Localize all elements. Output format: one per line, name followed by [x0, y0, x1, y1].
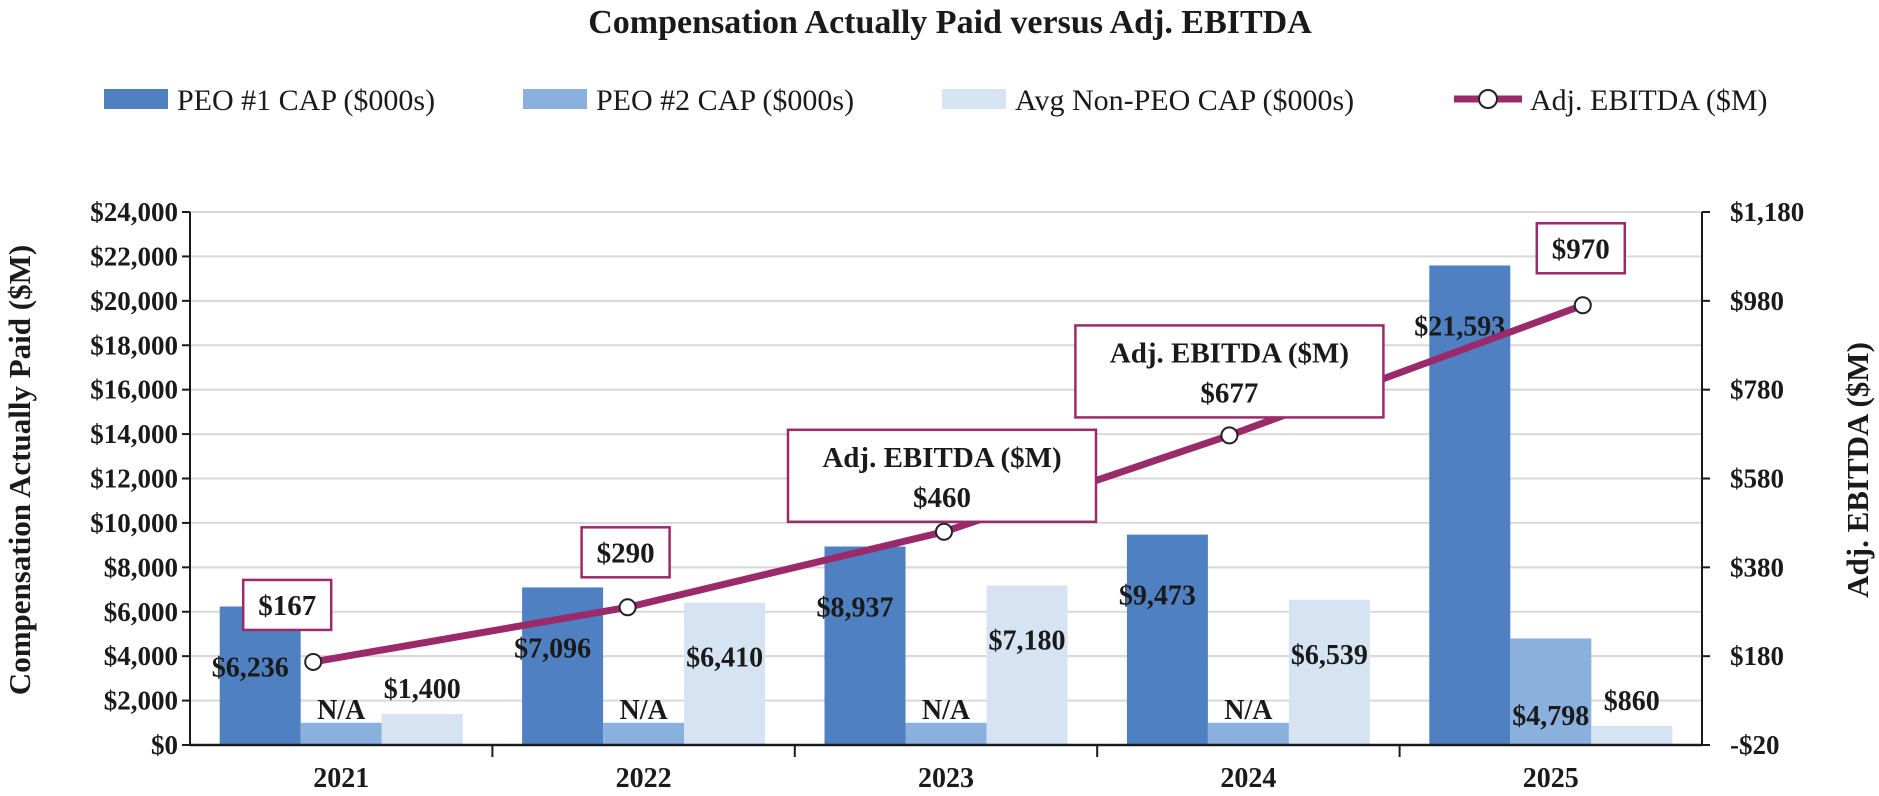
left-tick-label-0: $0 [151, 730, 178, 760]
bar-peo2-2025 [1510, 638, 1592, 745]
ebitda-callout-value-2023: $460 [913, 482, 971, 514]
ebitda-callout-box-2025 [1535, 222, 1627, 275]
bar-non-peo-2021 [381, 713, 463, 745]
ebitda-callout-value-2025: $970 [1552, 233, 1610, 265]
bar-label-peo2-2023: N/A [922, 695, 971, 726]
left-tick-label-2: $4,000 [104, 641, 178, 671]
legend: PEO #1 CAP ($000s) PEO #2 CAP ($000s) Av… [104, 84, 1767, 117]
left-tick-label-4: $8,000 [104, 552, 178, 582]
legend-label-ebitda: Adj. EBITDA ($M) [1530, 84, 1767, 117]
right-tick-label-0: -$20 [1730, 730, 1780, 760]
right-tick-label-6: $1,180 [1730, 197, 1804, 227]
ebitda-marker-2021 [304, 652, 323, 671]
bar-label-peo2-2022: N/A [619, 695, 668, 726]
ebitda-marker-2024 [1220, 426, 1239, 445]
bar-label-peo2-2025: $4,798 [1512, 701, 1589, 732]
right-tick-label-4: $780 [1730, 375, 1784, 405]
bar-label-peo1-2023: $8,937 [817, 593, 894, 624]
category-labels: 2021 2022 2023 2024 2025 [313, 745, 1579, 794]
ebitda-callout-2024: Adj. EBITDA ($M) $677 [1074, 324, 1385, 419]
ebitda-marker-2025 [1573, 296, 1592, 315]
bar-label-non-peo-2021: $1,400 [384, 674, 461, 705]
left-tick-label-11: $22,000 [90, 241, 178, 271]
ebitda-callout-box-2023 [786, 428, 1098, 524]
legend-item-ebitda: Adj. EBITDA ($M) [1454, 84, 1767, 117]
left-tick-label-5: $10,000 [90, 508, 178, 538]
legend-item-non-peo: Avg Non-PEO CAP ($000s) [942, 84, 1354, 117]
ebitda-callout-title-2023: Adj. EBITDA ($M) [822, 442, 1061, 474]
category-label-2022: 2022 [616, 763, 672, 794]
bar-label-peo2-2021: N/A [317, 695, 366, 726]
bar-label-peo1-2024: $9,473 [1119, 581, 1196, 612]
legend-swatch-ebitda-marker [1478, 89, 1498, 109]
legend-item-peo1: PEO #1 CAP ($000s) [104, 84, 435, 117]
legend-item-peo2: PEO #2 CAP ($000s) [523, 84, 854, 117]
legend-label-non-peo: Avg Non-PEO CAP ($000s) [1015, 84, 1354, 117]
right-axis-ticks: -$20 $180 $380 $580 $780 $980 $1,180 [1702, 197, 1804, 760]
left-axis-ticks: $0 $2,000 $4,000 $6,000 $8,000 $10,000 $12,000… [90, 197, 190, 760]
ebitda-callout-value-2022: $290 [597, 537, 655, 569]
category-label-2025: 2025 [1523, 763, 1579, 794]
bar-label-non-peo-2025: $860 [1604, 686, 1660, 717]
bar-non-peo-2024 [1288, 599, 1370, 745]
legend-swatch-peo2 [523, 89, 587, 109]
category-label-2024: 2024 [1220, 763, 1276, 794]
right-tick-label-3: $580 [1730, 464, 1784, 494]
right-axis-title: Adj. EBITDA ($M) [1840, 342, 1875, 598]
ebitda-callout-2023: Adj. EBITDA ($M) $460 [786, 428, 1098, 524]
legend-label-peo1: PEO #1 CAP ($000s) [177, 84, 435, 117]
ebitda-callout-2022: $290 [580, 526, 671, 579]
right-tick-label-5: $980 [1730, 286, 1784, 316]
bar-non-peo-2023 [986, 585, 1068, 745]
ebitda-callout-box-2021 [241, 578, 333, 632]
legend-swatch-non-peo [942, 89, 1006, 109]
ebitda-marker-2022 [618, 598, 637, 617]
right-tick-label-2: $380 [1730, 552, 1784, 582]
axes [189, 212, 1703, 747]
bar-peo2-2021 [300, 722, 382, 745]
left-tick-label-12: $24,000 [90, 197, 178, 227]
left-tick-label-10: $20,000 [90, 286, 178, 316]
ebitda-callout-value-2021: $167 [258, 590, 316, 622]
ebitda-callout-box-2024 [1074, 324, 1385, 419]
bar-peo2-2022 [603, 722, 685, 745]
left-tick-label-1: $2,000 [104, 686, 178, 716]
left-tick-label-7: $14,000 [90, 419, 178, 449]
category-label-2021: 2021 [313, 763, 369, 794]
ebitda-callout-title-2024: Adj. EBITDA ($M) [1110, 337, 1349, 369]
bar-non-peo-2022 [684, 602, 766, 745]
bar-peo2-2024 [1207, 722, 1289, 745]
bar-peo1-2023 [824, 546, 906, 745]
legend-swatch-peo1 [104, 89, 168, 109]
bar-peo2-2023 [905, 722, 987, 745]
ebitda-callout-box-2022 [580, 526, 671, 579]
category-label-2023: 2023 [918, 763, 974, 794]
right-tick-label-1: $180 [1730, 641, 1784, 671]
left-tick-label-8: $16,000 [90, 375, 178, 405]
bars [219, 265, 1673, 745]
bar-label-peo2-2024: N/A [1224, 695, 1273, 726]
left-tick-label-3: $6,000 [104, 597, 178, 627]
bar-peo1-2024 [1126, 534, 1208, 745]
bar-non-peo-2025 [1591, 725, 1673, 745]
ebitda-marker-2023 [935, 522, 953, 541]
bar-label-non-peo-2023: $7,180 [989, 626, 1066, 657]
bar-label-peo1-2021: $6,236 [212, 653, 289, 684]
ebitda-callout-value-2024: $677 [1200, 377, 1258, 409]
left-axis-title: Compensation Actually Paid ($M) [2, 245, 37, 695]
legend-label-peo2: PEO #2 CAP ($000s) [596, 84, 854, 117]
bar-label-non-peo-2024: $6,539 [1291, 640, 1368, 671]
left-tick-label-9: $18,000 [90, 330, 178, 360]
left-tick-label-6: $12,000 [90, 464, 178, 494]
bar-label-non-peo-2022: $6,410 [686, 643, 763, 674]
chart-title: Compensation Actually Paid versus Adj. E… [588, 4, 1312, 41]
ebitda-callout-2021: $167 [241, 578, 333, 632]
bar-label-peo1-2022: $7,096 [514, 633, 591, 664]
ebitda-callout-2025: $970 [1535, 222, 1627, 275]
